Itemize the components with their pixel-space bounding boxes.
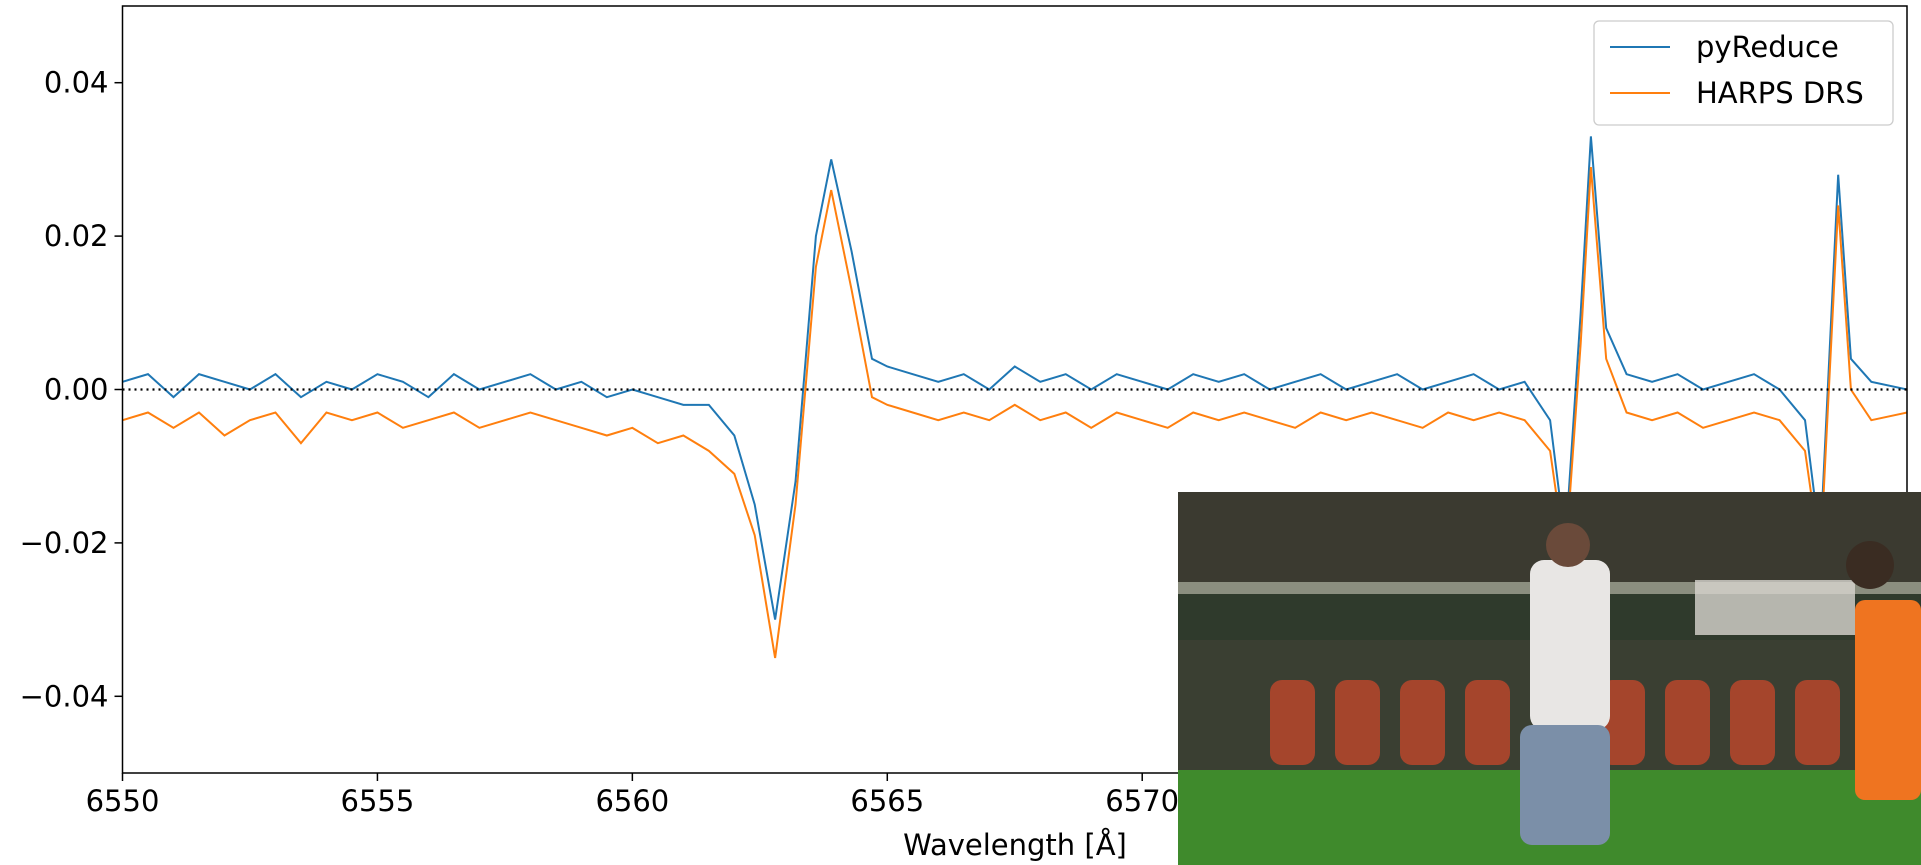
x-tick-label: 6550 (86, 784, 160, 818)
y-tick-label: 0.00 (44, 373, 109, 407)
x-tick-label: 6565 (850, 784, 924, 818)
series-line (122, 136, 1908, 620)
x-tick-label: 6555 (341, 784, 415, 818)
legend-label: pyReduce (1696, 30, 1839, 64)
x-axis-label: Wavelength [Å] (903, 828, 1127, 862)
x-tick-label: 6560 (595, 784, 669, 818)
y-tick-label: 0.02 (44, 219, 109, 253)
series-line (122, 166, 1908, 659)
axes-frame (121, 5, 1908, 774)
y-tick-label: −0.02 (20, 526, 109, 560)
y-tick-label: −0.04 (20, 679, 109, 713)
video-overlay (1178, 492, 1921, 865)
legend-label: HARPS DRS (1696, 76, 1864, 110)
y-tick-label: 0.04 (44, 66, 109, 100)
x-tick-label: 6570 (1105, 784, 1179, 818)
